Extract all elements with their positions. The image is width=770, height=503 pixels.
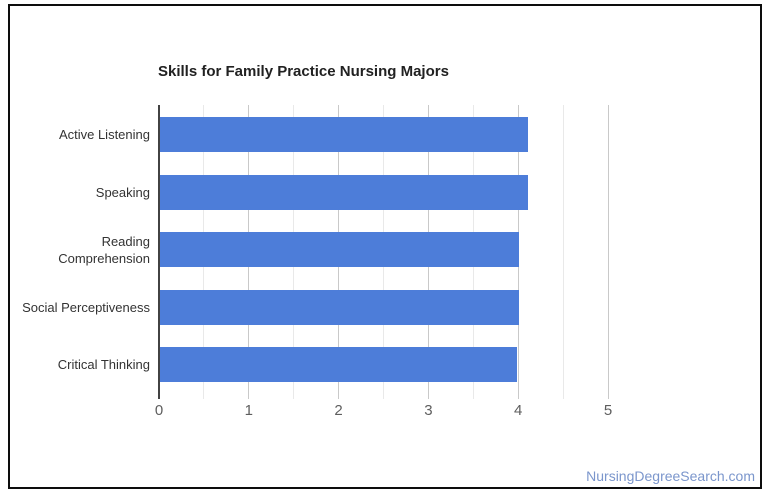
major-gridline <box>607 105 609 399</box>
y-axis-line <box>158 105 160 399</box>
category-label-social-perceptiveness: Social Perceptiveness <box>22 299 150 315</box>
attribution-link[interactable]: NursingDegreeSearch.com <box>586 468 755 484</box>
bar-row-0 <box>160 117 529 152</box>
category-label-critical-thinking: Critical Thinking <box>57 357 150 372</box>
category-label-active-listening: Active Listening <box>58 127 150 142</box>
x-tick-1: 1 <box>244 402 253 419</box>
x-tick-5: 5 <box>603 402 613 419</box>
bar-row-4 <box>160 347 517 382</box>
category-label-speaking: Speaking <box>95 184 150 200</box>
category-label-reading-comprehension: Reading Comprehension <box>58 233 150 266</box>
plot-area <box>158 105 625 399</box>
x-tick-2: 2 <box>334 402 343 419</box>
chart-title: Skills for Family Practice Nursing Major… <box>158 63 449 80</box>
x-tick-3: 3 <box>424 402 433 419</box>
bar-row-2 <box>160 232 520 267</box>
x-tick-4: 4 <box>514 402 523 419</box>
bar-row-1 <box>160 174 529 210</box>
x-tick-0: 0 <box>154 402 164 419</box>
minor-gridline <box>562 105 564 399</box>
bar-row-3 <box>160 289 520 325</box>
